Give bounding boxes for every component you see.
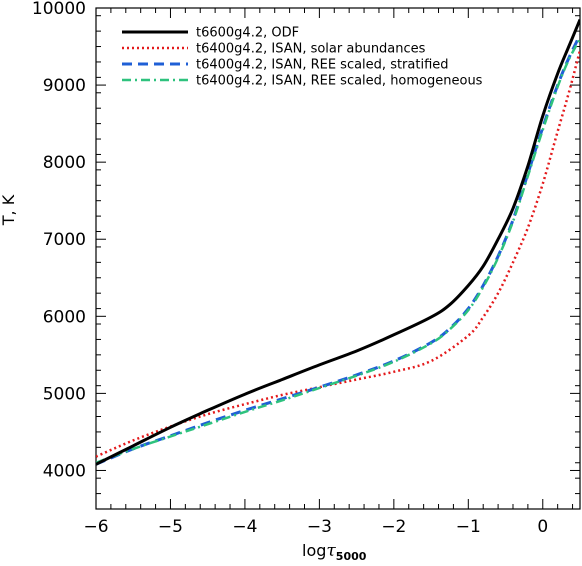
x-axis-title-log: log	[302, 541, 326, 560]
x-tick-label: −6	[83, 517, 108, 537]
axis-ticks	[95, 7, 580, 510]
series-lines	[96, 19, 580, 466]
x-tick-label: −2	[381, 517, 406, 537]
x-axis-title-subscript: 5000	[336, 550, 367, 563]
legend-label-2: t6400g4.2, ISAN, solar abundances	[196, 42, 426, 57]
y-tick-label: 5000	[43, 384, 86, 404]
x-axis-title-symbol: τ	[326, 541, 336, 561]
y-axis-title: T, K	[0, 194, 18, 226]
y-tick-label: 10000	[32, 0, 86, 19]
plot-frame	[95, 7, 581, 510]
series-line-1	[96, 19, 580, 466]
x-tick-label: 0	[537, 517, 548, 537]
series-line-3	[96, 34, 580, 466]
x-tick-label: −5	[158, 517, 183, 537]
y-tick-label: 9000	[43, 76, 86, 96]
y-tick-label: 4000	[43, 461, 86, 481]
y-tick-label: 7000	[43, 230, 86, 250]
legend-label-3: t6400g4.2, ISAN, REE scaled, stratified	[196, 58, 449, 73]
x-tick-label: −3	[307, 517, 332, 537]
legend-label-4: t6400g4.2, ISAN, REE scaled, homogeneous	[196, 74, 483, 89]
y-tick-label: 6000	[43, 307, 86, 327]
x-axis-title: logτ5000	[302, 541, 367, 563]
axis-tick-labels: −6 −5 −4 −3 −2 −1 0 4000 5000 6000 7000 8000 9000 100…	[32, 0, 548, 537]
legend-label-1: t6600g4.2, ODF	[196, 26, 299, 41]
x-tick-label: −1	[456, 517, 481, 537]
series-line-2	[96, 50, 580, 458]
x-tick-label: −4	[232, 517, 257, 537]
y-tick-label: 8000	[43, 153, 86, 173]
series-line-4	[96, 38, 580, 464]
